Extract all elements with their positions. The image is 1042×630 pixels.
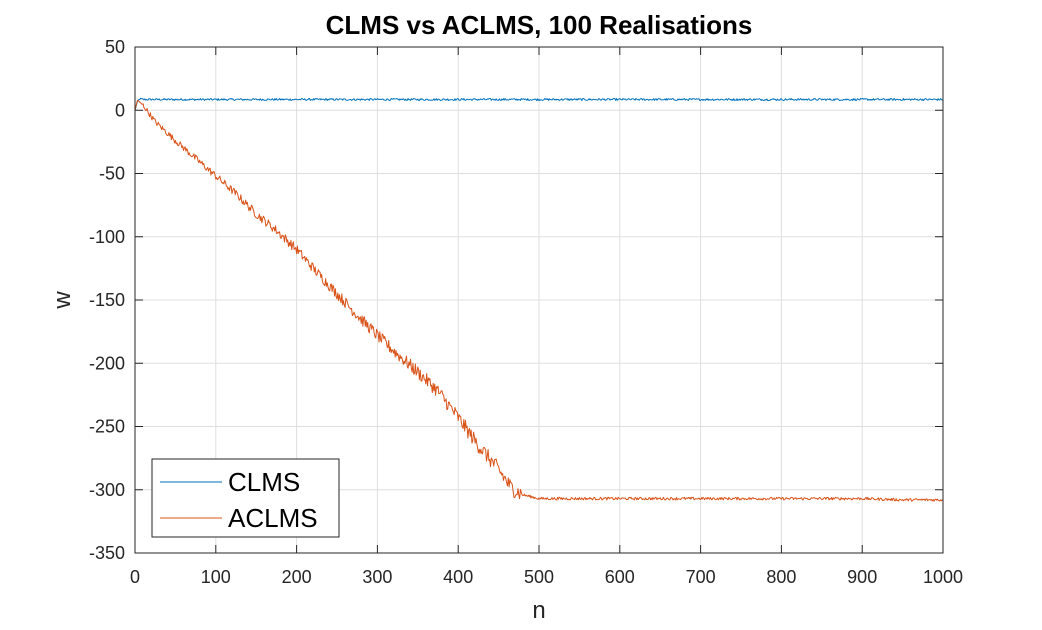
series-line-clms — [134, 97, 944, 111]
y-tick-label: -350 — [89, 543, 125, 563]
legend: CLMS ACLMS — [151, 458, 340, 538]
y-tick-label: -200 — [89, 353, 125, 373]
legend-box — [151, 458, 340, 538]
y-tick-label: -150 — [89, 290, 125, 310]
x-tick-label: 300 — [362, 567, 392, 587]
x-tick-label: 700 — [686, 567, 716, 587]
x-tick-label: 1000 — [923, 567, 963, 587]
x-axis-label: n — [532, 597, 545, 624]
series-line-aclms — [134, 99, 944, 502]
y-tick-label: -50 — [99, 164, 125, 184]
series-layer — [134, 97, 944, 502]
y-tick-label: 50 — [105, 37, 125, 57]
x-tick-label: 400 — [443, 567, 473, 587]
y-axis-label: w — [49, 291, 76, 310]
chart-title: CLMS vs ACLMS, 100 Realisations — [326, 10, 753, 40]
x-tick-label: 600 — [605, 567, 635, 587]
ticks: 0 100 200 300 400 500 600 700 800 900 1000500-50-1… — [89, 37, 963, 587]
x-tick-label: 500 — [524, 567, 554, 587]
y-tick-label: -100 — [89, 227, 125, 247]
y-tick-label: -250 — [89, 417, 125, 437]
legend-label: ACLMS — [228, 503, 318, 533]
x-tick-label: 0 — [130, 567, 140, 587]
x-tick-label: 800 — [766, 567, 796, 587]
x-tick-label: 200 — [282, 567, 312, 587]
y-tick-label: 0 — [115, 100, 125, 120]
x-tick-label: 900 — [847, 567, 877, 587]
legend-label: CLMS — [228, 467, 300, 497]
x-tick-label: 100 — [201, 567, 231, 587]
y-tick-label: -300 — [89, 480, 125, 500]
